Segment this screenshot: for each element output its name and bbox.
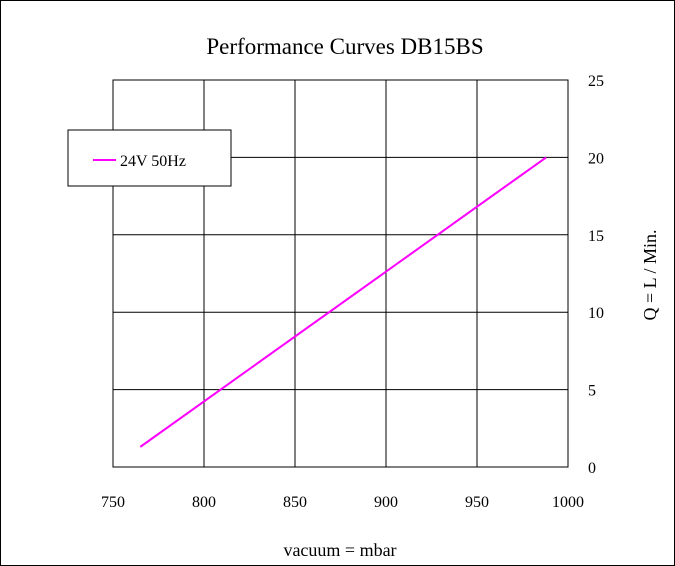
- y-axis-label: Q = L / Min.: [640, 230, 660, 321]
- x-tick-label: 1000: [552, 494, 584, 511]
- legend-label-24v-50hz: 24V 50Hz: [120, 153, 186, 170]
- y-axis-ticks: 0 5 10 15 20 25: [588, 73, 604, 477]
- y-tick-label: 10: [588, 305, 604, 322]
- legend: 24V 50Hz: [68, 130, 231, 186]
- y-tick-label: 15: [588, 228, 604, 245]
- x-tick-label: 850: [283, 494, 307, 511]
- series-layer: [140, 157, 546, 446]
- x-axis-ticks: 750 800 850 900 950 1000: [101, 494, 584, 511]
- y-tick-label: 25: [588, 73, 604, 90]
- y-tick-label: 5: [588, 383, 596, 400]
- y-tick-label: 0: [588, 460, 596, 477]
- x-tick-label: 750: [101, 494, 125, 511]
- x-axis-label: vacuum = mbar: [283, 540, 396, 560]
- series-line-24v-50hz: [140, 157, 546, 446]
- y-tick-label: 20: [588, 150, 604, 167]
- x-tick-label: 900: [374, 494, 398, 511]
- chart-title: Performance Curves DB15BS: [206, 34, 483, 59]
- x-tick-label: 950: [465, 494, 489, 511]
- x-tick-label: 800: [192, 494, 216, 511]
